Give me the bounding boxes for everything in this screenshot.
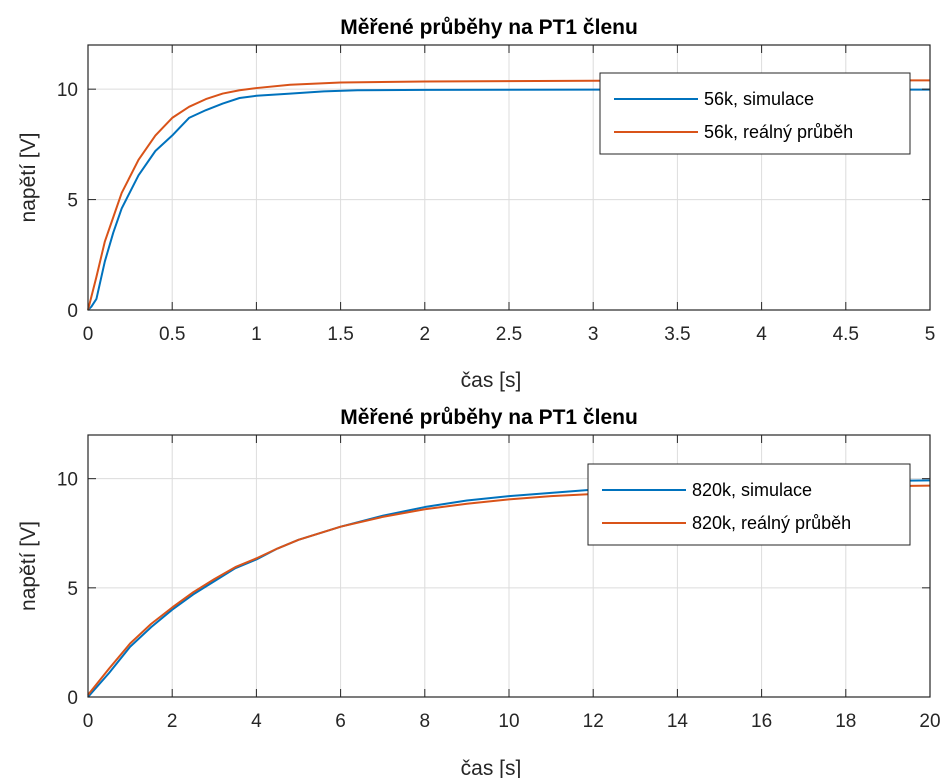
chart1-xtick-label-7: 3.5 bbox=[664, 324, 690, 345]
chart2-xlabel: čas [s] bbox=[461, 757, 522, 778]
chart1-series-line-2 bbox=[87, 79, 930, 311]
chart1-ytick-label-2: 10 bbox=[57, 80, 78, 101]
chart1-legend-label-2: 56k, reálný průběh bbox=[704, 122, 853, 142]
chart2-ylabel: napětí [V] bbox=[17, 521, 40, 611]
chart2-ytick-label-1: 5 bbox=[67, 579, 78, 600]
chart2-xtick-label-7: 14 bbox=[667, 711, 689, 732]
chart1: 0 0.5 1 1.5 2 2.5 3 3.5 4 4.5 5 0 5 10 Měřené průběhy … bbox=[17, 16, 935, 392]
chart2-xtick-label-2: 4 bbox=[251, 711, 262, 732]
chart1-ytick-label-0: 0 bbox=[67, 301, 78, 322]
chart1-xtick-label-8: 4 bbox=[756, 324, 767, 345]
chart2-title: Měřené průběhy na PT1 členu bbox=[340, 406, 638, 429]
chart1-ylabel: napětí [V] bbox=[17, 133, 40, 223]
chart2-legend-label-2: 820k, reálný průběh bbox=[692, 513, 851, 533]
chart1-xtick-label-9: 4.5 bbox=[833, 324, 859, 345]
chart1-legend-label-1: 56k, simulace bbox=[704, 89, 814, 109]
chart2-xtick-label-5: 10 bbox=[498, 711, 519, 732]
chart2-legend-box bbox=[587, 463, 911, 546]
chart1-xtick-label-3: 1.5 bbox=[327, 324, 353, 345]
chart1-xtick-label-1: 0.5 bbox=[159, 324, 185, 345]
chart1-xtick-label-2: 1 bbox=[251, 324, 262, 345]
chart2-xtick-label-3: 6 bbox=[335, 711, 346, 732]
chart2-legend-label-1: 820k, simulace bbox=[692, 480, 812, 500]
chart2-xtick-label-6: 12 bbox=[583, 711, 604, 732]
chart1-xtick-label-4: 2 bbox=[420, 324, 431, 345]
chart1-xtick-label-5: 2.5 bbox=[496, 324, 522, 345]
chart1-xtick-label-10: 5 bbox=[925, 324, 936, 345]
chart1-title: Měřené průběhy na PT1 členu bbox=[340, 16, 638, 39]
chart1-xtick-label-0: 0 bbox=[83, 324, 94, 345]
chart2-xtick-label-0: 0 bbox=[83, 711, 94, 732]
chart2-xtick-label-4: 8 bbox=[420, 711, 431, 732]
chart1-xlabel: čas [s] bbox=[461, 369, 522, 392]
chart2-xtick-label-10: 20 bbox=[919, 711, 940, 732]
chart1-ytick-label-1: 5 bbox=[67, 191, 78, 212]
chart1-series-line-1 bbox=[87, 88, 930, 311]
chart1-xtick-label-6: 3 bbox=[588, 324, 599, 345]
chart2-ytick-label-0: 0 bbox=[67, 688, 78, 709]
chart2-ytick-label-2: 10 bbox=[57, 470, 78, 491]
chart2: 0 2 4 6 8 10 12 14 16 18 20 0 5 10 Měřené průběhy na P… bbox=[17, 406, 941, 778]
chart2-xtick-label-8: 16 bbox=[751, 711, 772, 732]
chart1-legend-box bbox=[599, 72, 911, 155]
chart2-xtick-label-1: 2 bbox=[167, 711, 178, 732]
chart2-xtick-label-9: 18 bbox=[835, 711, 856, 732]
